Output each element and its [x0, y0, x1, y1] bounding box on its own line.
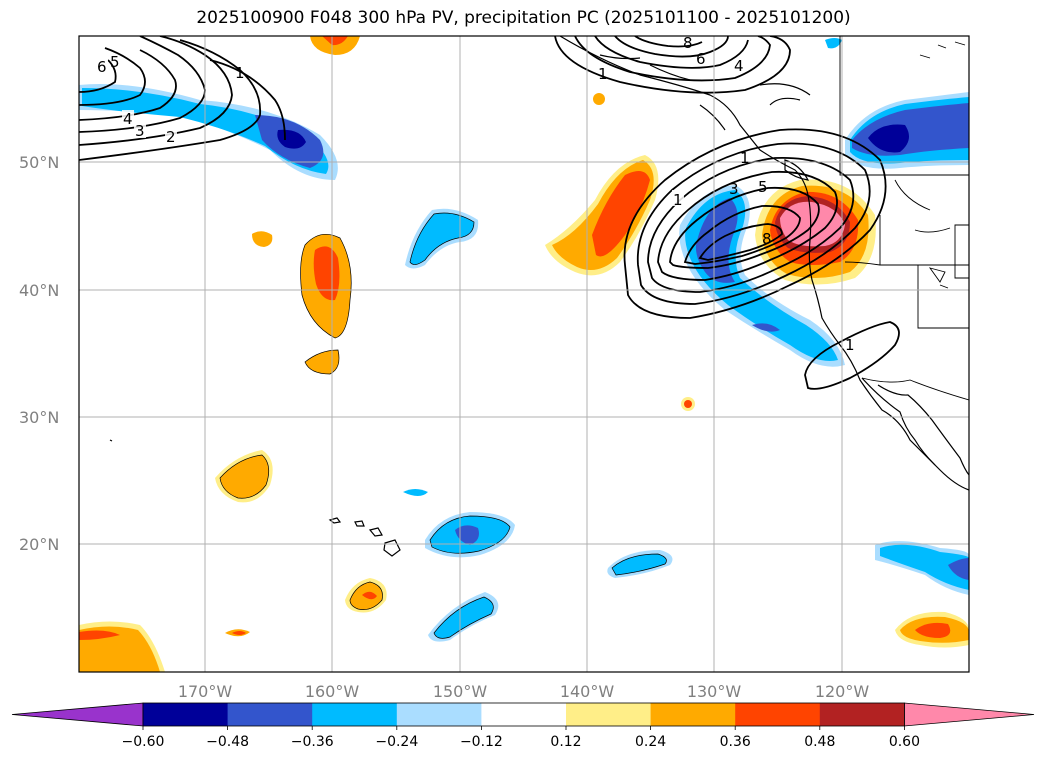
colorbar-tick-label: 0.24 [635, 734, 666, 750]
colorbar: −0.60 −0.48 −0.36 −0.24 −0.12 0.12 0.24 0.36 0.4… [11, 702, 1035, 750]
precip-blob-positive [593, 93, 605, 105]
colorbar-swatch [143, 703, 229, 726]
contour-label: 6 [696, 50, 706, 68]
precip-blob-positive [232, 631, 246, 635]
precip-blob-negative [825, 38, 842, 49]
colorbar-swatch [819, 703, 905, 726]
contour-label: 4 [734, 57, 744, 75]
lat-label: 40°N [19, 281, 59, 300]
map-frame [78, 35, 970, 673]
contour-label: 4 [123, 110, 133, 128]
colorbar-swatch [650, 703, 736, 726]
precip-blob-negative [434, 597, 494, 639]
precip-blob-negative [403, 489, 428, 496]
colorbar-tick-label: −0.48 [206, 734, 249, 750]
colorbar-tick-label: 0.12 [550, 734, 581, 750]
precip-blob-positive [313, 246, 340, 301]
colorbar-extend-high [904, 702, 1035, 727]
lon-label: 170°W [178, 682, 233, 701]
colorbar-swatch [735, 703, 821, 726]
precip-blob-positive [252, 231, 273, 247]
precip-blob-negative [82, 88, 329, 174]
precip-blob-positive [362, 591, 377, 600]
precip-blob-negative [880, 544, 969, 590]
colorbar-swatch [566, 703, 652, 726]
chart-title: 2025100900 F048 300 hPa PV, precipitatio… [196, 8, 851, 28]
lat-label: 50°N [19, 153, 59, 172]
precip-blob-positive [79, 630, 120, 640]
precip-blob-negative [455, 525, 479, 545]
precip-blob-negative [948, 558, 969, 580]
lon-label: 120°W [815, 682, 870, 701]
contour-label: 1 [598, 65, 608, 83]
colorbar-tick-label: −0.24 [375, 734, 418, 750]
contour-label: 8 [762, 230, 772, 248]
contour-label: 5 [110, 53, 120, 71]
lon-label: 130°W [687, 682, 742, 701]
colorbar-tick-label: −0.60 [122, 734, 165, 750]
precip-blob-negative [410, 213, 474, 265]
contour-label: 6 [97, 58, 107, 76]
colorbar-tick-label: −0.12 [460, 734, 503, 750]
colorbar-swatch [396, 703, 482, 726]
precip-blob-negative [752, 323, 780, 332]
contour-label: 5 [758, 178, 768, 196]
colorbar-extend-low [11, 702, 144, 727]
lon-label: 150°W [433, 682, 488, 701]
colorbar-swatch [312, 703, 398, 726]
colorbar-frame [142, 702, 905, 727]
colorbar-tick-label: 0.60 [889, 734, 920, 750]
contour-label: 1 [235, 64, 245, 82]
gridlines [79, 36, 969, 672]
contour-label: 1 [845, 336, 855, 354]
lon-label: 160°W [305, 682, 360, 701]
precip-blob-positive [322, 36, 348, 46]
longitude-labels: 170°W 160°W 150°W 140°W 130°W 120°W [178, 682, 870, 701]
precip-blob-positive [684, 400, 692, 408]
lon-label: 140°W [560, 682, 615, 701]
precip-blob-positive [310, 36, 360, 55]
precip-blob-negative [612, 554, 667, 575]
colorbar-tick-label: 0.36 [720, 734, 751, 750]
colorbar-swatch [481, 703, 567, 726]
latitude-labels: 50°N 40°N 30°N 20°N [19, 153, 59, 554]
contour-label: 2 [166, 128, 176, 146]
colorbar-swatch [227, 703, 313, 726]
precip-blob-positive [305, 350, 339, 374]
colorbar-tick-label: −0.36 [291, 734, 334, 750]
precip-blob-positive [915, 622, 951, 638]
precip-blob-negative [868, 124, 909, 153]
precip-blob-positive [592, 171, 650, 257]
contour-labels: 6 5 4 3 2 1 1 8 6 4 1 1 3 5 8 1 [96, 34, 855, 354]
contour-label: 3 [135, 122, 145, 140]
contour-label: 8 [683, 34, 693, 52]
contour-label: 1 [673, 191, 683, 209]
contour-label: 1 [740, 149, 750, 167]
lat-label: 30°N [19, 408, 59, 427]
precip-outlines [219, 212, 667, 639]
contour-label: 3 [729, 180, 739, 198]
lat-label: 20°N [19, 535, 59, 554]
precip-blob-positive [220, 455, 269, 499]
colorbar-tick-label: 0.48 [804, 734, 835, 750]
